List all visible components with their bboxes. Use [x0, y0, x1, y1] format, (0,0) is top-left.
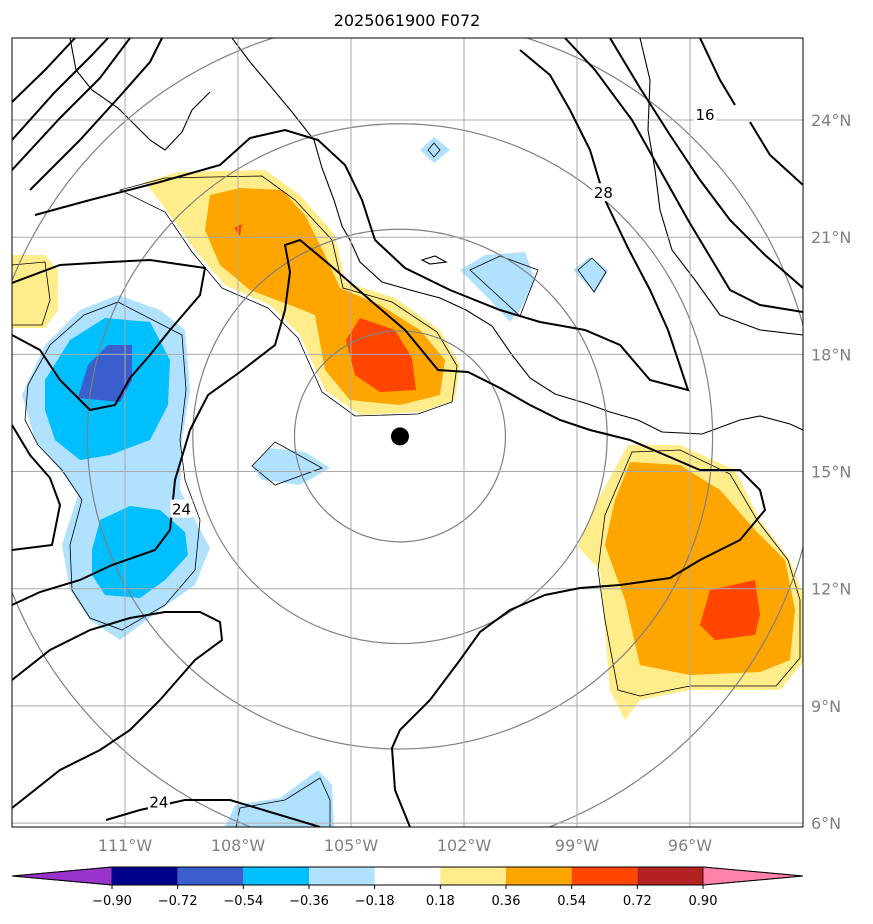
contour-labels: 16 28 24 24 — [147, 105, 717, 812]
contour-label-bg — [592, 183, 615, 202]
contour-label-bg — [694, 105, 717, 124]
coastline-gulf — [639, 38, 803, 336]
negative-patch-north — [460, 252, 535, 322]
contour-label-bg — [147, 792, 170, 811]
colorbar-segment — [112, 867, 178, 885]
colorbar-extend-high — [702, 866, 804, 886]
lon-tick-label: 96°W — [668, 836, 712, 855]
map-content: 16 28 24 24 — [12, 38, 803, 827]
contour-label: 28 — [594, 184, 613, 202]
negative-west-lower — [92, 506, 188, 598]
colorbar-segment — [506, 867, 572, 885]
colorbar-tick-label: 0.54 — [557, 894, 586, 909]
longitude-tick-labels: 111°W 108°W 105°W 102°W 99°W 96°W — [98, 836, 712, 855]
thin-contour — [235, 777, 331, 827]
latitude-tick-labels: 24°N 21°N 18°N 15°N 12°N 9°N 6°N — [811, 111, 851, 833]
colorbar-tick-label: 0.72 — [623, 894, 652, 909]
colorbar-tick-label: −0.18 — [355, 894, 395, 909]
thick-contours — [12, 38, 803, 827]
colorbar-segments — [11, 866, 804, 886]
lat-tick-label: 21°N — [811, 228, 851, 247]
thick-contour — [29, 38, 163, 191]
lat-tick-label: 24°N — [811, 111, 851, 130]
colorbar-extend-low — [11, 866, 113, 886]
negative-patch-near-center — [252, 448, 330, 485]
thick-contour — [609, 38, 803, 289]
thick-contour — [564, 38, 803, 313]
coastline — [69, 38, 803, 435]
map-frame — [11, 37, 804, 828]
contour-label: 16 — [696, 106, 715, 124]
lat-tick-label: 6°N — [811, 814, 841, 833]
colorbar-tick-labels: −0.90 −0.72 −0.54 −0.36 −0.18 0.18 0.36 0.54 0.7… — [92, 885, 717, 909]
thin-contour — [597, 449, 801, 697]
thick-contour — [12, 38, 109, 141]
shaded-field — [12, 137, 803, 827]
thin-contour — [118, 175, 458, 417]
colorbar: −0.90 −0.72 −0.54 −0.36 −0.18 0.18 0.36 0.54 0.7… — [11, 866, 804, 909]
colorbar-segment — [637, 867, 703, 885]
thick-contour — [749, 121, 803, 186]
thick-contour — [12, 258, 207, 412]
lat-tick-label: 18°N — [811, 345, 851, 364]
thick-contour — [12, 38, 131, 171]
contour-label-bg — [170, 499, 193, 518]
contour-label: 24 — [172, 501, 191, 519]
colorbar-segment — [571, 867, 638, 885]
thick-contour — [105, 799, 321, 827]
thin-contour — [469, 255, 539, 317]
thin-contour — [12, 261, 51, 326]
lon-tick-label: 111°W — [98, 836, 153, 855]
coastline-baja — [69, 38, 211, 151]
positive-se-core — [700, 580, 760, 640]
range-ring — [192, 228, 608, 645]
positive-band-core — [346, 318, 416, 392]
lon-tick-label: 108°W — [211, 836, 266, 855]
contour-label: 24 — [149, 794, 168, 812]
lat-tick-label: 9°N — [811, 697, 841, 716]
colorbar-segment — [243, 867, 309, 885]
chart-title: 2025061900 F072 — [334, 11, 481, 30]
coastline-mainland — [231, 38, 803, 435]
colorbar-tick-label: −0.72 — [158, 894, 198, 909]
colorbar-tick-label: 0.36 — [492, 894, 521, 909]
lon-tick-label: 102°W — [437, 836, 492, 855]
thick-contour — [699, 38, 736, 106]
thick-contour — [12, 611, 224, 809]
colorbar-tick-label: 0.18 — [426, 894, 455, 909]
positive-west — [12, 255, 58, 328]
coastline-island — [420, 255, 448, 265]
range-rings — [12, 38, 803, 827]
thick-contour — [12, 238, 767, 827]
negative-patch-south — [225, 770, 334, 827]
thick-contour — [12, 38, 76, 103]
storm-center-marker — [390, 427, 409, 446]
colorbar-tick-label: −0.36 — [289, 894, 329, 909]
thin-contour — [577, 257, 607, 293]
thin-contours — [12, 142, 801, 827]
colorbar-segment — [374, 867, 441, 885]
colorbar-tick-label: −0.90 — [92, 894, 132, 909]
range-ring — [293, 330, 507, 543]
colorbar-segment — [309, 867, 375, 885]
colorbar-tick-label: −0.54 — [223, 894, 263, 909]
graticule — [12, 38, 803, 827]
thin-contour — [24, 301, 201, 631]
lat-tick-label: 15°N — [811, 463, 851, 482]
lon-tick-label: 99°W — [555, 836, 599, 855]
colorbar-segment — [177, 867, 244, 885]
colorbar-tick-label: 0.90 — [689, 894, 718, 909]
thick-contour — [12, 424, 62, 551]
thick-contour — [34, 49, 690, 392]
range-ring — [86, 123, 714, 750]
colorbar-segment — [440, 867, 506, 885]
lon-tick-label: 105°W — [324, 836, 379, 855]
thin-contour — [251, 441, 323, 486]
lat-tick-label: 12°N — [811, 580, 851, 599]
thin-contour — [427, 142, 441, 158]
negative-patch-top — [420, 137, 450, 163]
